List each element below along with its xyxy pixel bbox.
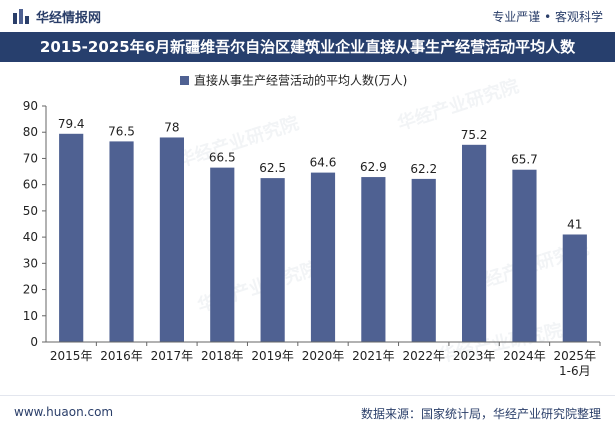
bar: [361, 177, 386, 342]
y-tick-label: 80: [23, 125, 38, 139]
footer: www.huaon.com 数据来源：国家统计局，华经产业研究院整理: [0, 395, 615, 428]
bar: [310, 172, 336, 342]
data-label: 75.2: [461, 128, 488, 142]
data-label: 78: [164, 120, 179, 134]
legend: 直接从事生产经营活动的平均人数(万人): [180, 73, 407, 88]
data-label: 76.5: [108, 124, 135, 138]
legend-swatch: [180, 76, 189, 85]
data-label: 62.2: [410, 162, 437, 176]
x-tick-label: 2018年: [201, 349, 244, 363]
x-tick-label: 2017年: [151, 349, 194, 363]
legend-label: 直接从事生产经营活动的平均人数(万人): [194, 73, 407, 88]
y-tick-label: 60: [23, 178, 38, 192]
y-axis: 0 10 20 30 40 50 60 70 80 90: [23, 99, 47, 349]
y-tick-label: 10: [23, 309, 38, 323]
tagline: 专业严谨 • 客观科学: [492, 10, 603, 24]
chart-title: 2015-2025年6月新疆维吾尔自治区建筑业企业直接从事生产经营活动平均人数: [39, 38, 576, 56]
x-tick-label: 2025年 1-6月: [554, 349, 597, 378]
y-tick-label: 30: [23, 256, 38, 270]
x-axis: 2015年 2016年 2017年 2018年 2019年 2020年 2021年 2022年…: [46, 341, 601, 378]
bars: 79.4 76.5 78 66.5 62.5 64.6 62.9 62.2 75.2 65.7 41: [58, 117, 587, 342]
bar: [159, 137, 184, 342]
y-tick-label: 90: [23, 99, 38, 113]
brand-logo-icon: [13, 9, 29, 24]
bar: [562, 234, 587, 342]
bar: [109, 141, 134, 342]
y-tick-label: 50: [23, 204, 38, 218]
x-tick-label: 2020年: [302, 349, 345, 363]
bar: [59, 133, 84, 342]
data-label: 62.9: [360, 160, 387, 174]
y-tick-label: 0: [30, 335, 38, 349]
data-label: 66.5: [209, 151, 236, 165]
x-tick-label: 2022年: [402, 349, 445, 363]
y-tick-label: 70: [23, 151, 38, 165]
brand-name: 华经情报网: [36, 10, 102, 26]
x-tick-label: 2024年: [503, 349, 546, 363]
watermark-text: 华经产业研究院: [395, 75, 522, 135]
data-label: 65.7: [511, 153, 538, 167]
bar: [411, 178, 436, 342]
bar: [512, 169, 537, 342]
bar-chart: 华经产业研究院华经产业研究院华经产业研究院华经产业研究院华经产业研究院 直接从事…: [23, 73, 601, 378]
data-label: 79.4: [58, 117, 85, 131]
y-tick-label: 20: [23, 283, 38, 297]
x-tick-label: 2021年: [352, 349, 395, 363]
data-source: 数据来源：国家统计局，华经产业研究院整理: [360, 407, 601, 421]
title-bar: 2015-2025年6月新疆维吾尔自治区建筑业企业直接从事生产经营活动平均人数: [0, 32, 615, 62]
x-tick-label: 2023年: [453, 349, 496, 363]
bar: [260, 178, 285, 342]
x-tick-label: 2016年: [100, 349, 143, 363]
data-label: 64.6: [310, 156, 337, 170]
bar: [462, 144, 487, 342]
brand: 华经情报网: [12, 6, 101, 26]
bar: [210, 167, 235, 342]
site-url: www.huaon.com: [14, 405, 114, 419]
data-label: 41: [567, 217, 582, 231]
data-label: 62.5: [259, 161, 286, 175]
x-tick-label: 2015年: [50, 349, 93, 363]
x-tick-label: 2019年: [251, 349, 294, 363]
top-bar: 华经情报网 专业严谨 • 客观科学: [0, 0, 615, 32]
y-tick-label: 40: [23, 230, 38, 244]
